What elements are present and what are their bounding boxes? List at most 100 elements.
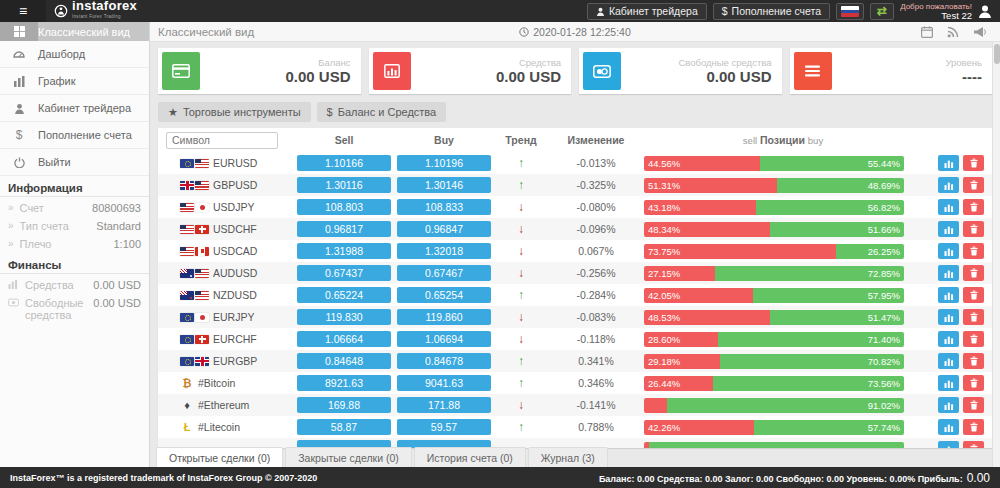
symbol-flags: ♦: [180, 399, 194, 411]
sell-price-button[interactable]: 58.87: [297, 419, 391, 435]
buy-positions-segment: 73.56%: [713, 376, 904, 391]
buy-positions-segment: 51.47%: [770, 310, 904, 325]
news-feed-button[interactable]: [947, 26, 959, 38]
symbol-label: AUDUSD: [213, 267, 257, 279]
sell-positions-segment: 48.34%: [644, 222, 770, 237]
chart-button[interactable]: [938, 375, 959, 391]
buy-price-button[interactable]: 1.32018: [397, 243, 491, 259]
buy-price-button[interactable]: 119.860: [397, 309, 491, 325]
delete-button[interactable]: [963, 419, 984, 435]
vertical-scrollbar[interactable]: [992, 42, 1000, 467]
sell-price-button[interactable]: 1.31988: [297, 243, 391, 259]
chart-button[interactable]: [938, 287, 959, 303]
delete-button[interactable]: [963, 199, 984, 215]
chart-button[interactable]: [938, 155, 959, 171]
delete-button[interactable]: [963, 397, 984, 413]
sell-positions-segment: 42.26%: [644, 420, 754, 435]
table-row: ♦ #Ethereum 169.88 171.88 ↓ -0.141% 91.0…: [158, 394, 992, 416]
delete-button[interactable]: [963, 309, 984, 325]
sell-price-button[interactable]: 1.06664: [297, 331, 391, 347]
sidebar-item-deposit[interactable]: $ Пополнение счета: [0, 122, 149, 149]
deposit-button[interactable]: $ Пополнение счета: [713, 3, 830, 20]
buy-price-button[interactable]: 1.30146: [397, 177, 491, 193]
buy-price-button[interactable]: 1.06694: [397, 331, 491, 347]
chart-button[interactable]: [938, 397, 959, 413]
view-toolbar: ★ Торговые инструменты $ Баланс и Средст…: [158, 102, 992, 122]
ch-flag-icon: [195, 335, 209, 344]
chart-button[interactable]: [938, 309, 959, 325]
hamburger-menu-icon[interactable]: ≡: [0, 0, 46, 22]
trend-arrow-icon: ↓: [494, 266, 548, 280]
sidebar-item-dashboard[interactable]: Дашборд: [0, 41, 149, 68]
sell-price-button[interactable]: 119.830: [297, 309, 391, 325]
tab-open-trades[interactable]: Открытые сделки (0): [156, 447, 283, 467]
delete-button[interactable]: [963, 155, 984, 171]
table-row: EURGBP 0.84648 0.84678 ↑ 0.341% 29.18% 7…: [158, 350, 992, 372]
change-value: 0.341%: [548, 355, 644, 367]
delete-button[interactable]: [963, 221, 984, 237]
sidebar-item-chart[interactable]: График: [0, 68, 149, 95]
chart-button[interactable]: [938, 199, 959, 215]
jp-flag-icon: [195, 203, 209, 212]
avatar-button[interactable]: [978, 4, 992, 18]
delete-button[interactable]: [963, 331, 984, 347]
chart-button[interactable]: [938, 265, 959, 281]
delete-button[interactable]: [963, 287, 984, 303]
tab-journal[interactable]: Журнал (3): [528, 447, 608, 467]
trading-instruments-tab[interactable]: ★ Торговые инструменты: [158, 102, 311, 122]
sidebar-item-classic-view[interactable]: Классический вид: [0, 22, 149, 41]
sell-positions-segment: [644, 398, 667, 413]
sell-price-button[interactable]: 0.67437: [297, 265, 391, 281]
announcements-button[interactable]: [973, 26, 986, 38]
calendar-button[interactable]: [921, 26, 933, 38]
tab-closed-trades[interactable]: Закрытые сделки (0): [285, 447, 411, 467]
chart-button[interactable]: [938, 353, 959, 369]
sell-price-button[interactable]: 108.803: [297, 199, 391, 215]
account-switch-button[interactable]: ⇄: [870, 3, 894, 20]
nz-flag-icon: [180, 291, 194, 300]
buy-price-button[interactable]: 171.88: [397, 397, 491, 413]
sell-price-button[interactable]: 0.96817: [297, 221, 391, 237]
trader-cabinet-button[interactable]: Кабинет трейдера: [587, 3, 707, 20]
delete-button[interactable]: [963, 353, 984, 369]
sell-price-button[interactable]: 169.88: [297, 397, 391, 413]
buy-price-button[interactable]: 1.10196: [397, 155, 491, 171]
buy-price-button[interactable]: 0.84678: [397, 353, 491, 369]
balance-funds-tab[interactable]: $ Баланс и Средства: [317, 102, 447, 122]
avatar-icon: [978, 4, 992, 18]
delete-button[interactable]: [963, 375, 984, 391]
buy-price-button[interactable]: 59.57: [397, 419, 491, 435]
sell-price-button[interactable]: 8921.63: [297, 375, 391, 391]
sell-price-button[interactable]: 0.65224: [297, 287, 391, 303]
sidebar-item-trader-cabinet[interactable]: Кабинет трейдера: [0, 95, 149, 122]
chart-button[interactable]: [938, 419, 959, 435]
welcome-block: Добро пожаловать! Test 22: [900, 2, 972, 20]
buy-price-button[interactable]: 108.833: [397, 199, 491, 215]
delete-button[interactable]: [963, 265, 984, 281]
megaphone-icon: [973, 26, 986, 38]
sidebar-item-logout[interactable]: Выйти: [0, 149, 149, 176]
chart-button[interactable]: [938, 177, 959, 193]
buy-price-button[interactable]: 0.65254: [397, 287, 491, 303]
scrollbar-thumb[interactable]: [994, 44, 1000, 64]
trend-arrow-icon: ↑: [494, 354, 548, 368]
sell-price-button[interactable]: 1.10166: [297, 155, 391, 171]
chart-button[interactable]: [938, 221, 959, 237]
sell-price-button[interactable]: 1.30116: [297, 177, 391, 193]
buy-positions-segment: 56.82%: [756, 200, 904, 215]
table-row: USDCAD 1.31988 1.32018 ↓ 0.067% 73.75% 2…: [158, 240, 992, 262]
buy-price-button[interactable]: 0.67467: [397, 265, 491, 281]
delete-button[interactable]: [963, 177, 984, 193]
chart-button[interactable]: [938, 243, 959, 259]
change-value: -0.284%: [548, 289, 644, 301]
delete-button[interactable]: [963, 243, 984, 259]
table-row: EURJPY 119.830 119.860 ↓ -0.083% 48.53% …: [158, 306, 992, 328]
tab-account-history[interactable]: История счета (0): [414, 447, 526, 467]
symbol-search-input[interactable]: [166, 132, 278, 149]
sell-price-button[interactable]: 0.84648: [297, 353, 391, 369]
us-flag-icon: [195, 181, 209, 190]
chart-button[interactable]: [938, 331, 959, 347]
buy-price-button[interactable]: 0.96847: [397, 221, 491, 237]
language-flag-button[interactable]: [836, 3, 864, 20]
buy-price-button[interactable]: 9041.63: [397, 375, 491, 391]
